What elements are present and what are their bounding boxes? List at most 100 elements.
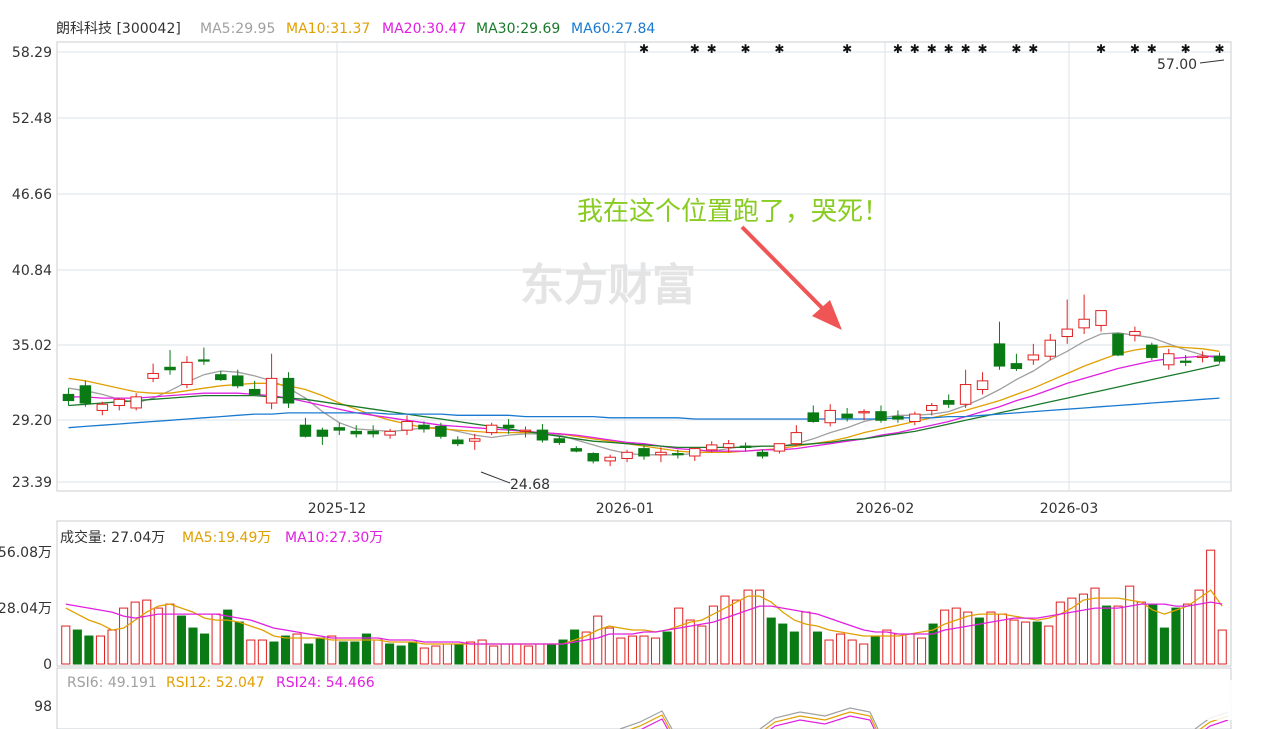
volume-bar xyxy=(223,609,233,665)
volume-bar xyxy=(257,639,267,665)
volume-bar xyxy=(211,613,221,665)
volume-bar xyxy=(304,643,314,665)
volume-bar xyxy=(905,633,915,665)
candle xyxy=(858,409,870,421)
volume-bar xyxy=(1125,585,1135,665)
volume-bar xyxy=(431,645,441,665)
volume-y-tick: 28.04万 xyxy=(0,601,52,617)
volume-bar xyxy=(361,633,372,665)
volume-bar xyxy=(974,617,984,665)
candle xyxy=(909,411,921,426)
low-price-pointer xyxy=(480,471,511,484)
volume-bar xyxy=(1182,603,1193,665)
ma20-legend: MA20:30.47 xyxy=(382,21,466,37)
candle xyxy=(485,422,498,436)
y-tick-label: 23.39 xyxy=(12,475,52,491)
volume-bar xyxy=(836,633,846,665)
candle xyxy=(790,425,803,447)
volume-bar xyxy=(84,635,94,665)
candle xyxy=(1213,352,1226,364)
volume-bar xyxy=(269,641,279,665)
ma5-legend: MA5:29.95 xyxy=(200,21,275,37)
volume-bar xyxy=(61,625,71,665)
volume-y-tick: 0 xyxy=(43,657,52,673)
volume-bar xyxy=(789,631,799,665)
stock-name-code: 朗科科技 [300042] xyxy=(56,21,181,37)
more-options-icon[interactable] xyxy=(980,680,1270,720)
volume-bar xyxy=(812,631,823,665)
volume-ma10-legend: MA10:27.30万 xyxy=(285,530,383,546)
volume-bar xyxy=(176,615,186,665)
candle xyxy=(1163,348,1175,370)
signal-marker: ✱ xyxy=(842,42,852,56)
volume-bar xyxy=(465,641,476,665)
signal-marker: ✱ xyxy=(1147,42,1157,56)
annotation-text: 我在这个位置跑了，哭死！ xyxy=(577,197,889,227)
ma60-legend: MA60:27.84 xyxy=(571,21,655,37)
candle xyxy=(926,403,938,416)
rsi-line xyxy=(640,718,669,729)
volume-bar xyxy=(963,611,973,665)
volume-bar xyxy=(1078,593,1088,665)
volume-bar xyxy=(107,629,117,665)
candle xyxy=(350,425,362,438)
signal-marker: ✱ xyxy=(961,42,971,56)
volume-bar xyxy=(685,619,695,665)
candle xyxy=(215,370,227,381)
candle xyxy=(79,380,92,407)
volume-bar xyxy=(627,635,637,665)
signal-marker: ✱ xyxy=(639,42,649,56)
volume-bar xyxy=(1113,605,1123,665)
candle xyxy=(739,442,752,452)
volume-bar xyxy=(1148,603,1158,665)
candle xyxy=(299,417,312,438)
volume-bar xyxy=(350,641,360,665)
x-tick-label: 2025-12 xyxy=(308,501,367,517)
volume-bar xyxy=(651,637,661,665)
annotation-arrow xyxy=(740,225,842,330)
rsi-line xyxy=(769,715,875,729)
volume-ma5-legend: MA5:19.49万 xyxy=(182,530,271,546)
volume-bar xyxy=(523,645,533,665)
candle xyxy=(553,436,566,445)
y-tick-label: 58.29 xyxy=(12,45,52,61)
volume-bar xyxy=(1067,597,1077,665)
volume-y-tick: 56.08万 xyxy=(0,545,52,561)
candle xyxy=(502,419,515,434)
candle xyxy=(367,425,379,438)
volume-bar xyxy=(246,639,256,665)
volume-bar xyxy=(940,609,950,665)
ma20-line xyxy=(68,355,1220,452)
volume-bar xyxy=(870,635,880,665)
volume-bar xyxy=(1009,619,1019,665)
x-tick-label: 2026-02 xyxy=(856,501,915,517)
volume-bar xyxy=(1206,549,1216,665)
volume-bar xyxy=(778,623,788,665)
volume-bar xyxy=(338,641,348,665)
rsi-line xyxy=(764,711,877,729)
candle xyxy=(265,353,278,410)
volume-bar xyxy=(153,607,163,665)
volume-bar xyxy=(385,643,395,665)
volume-bar xyxy=(766,617,776,665)
signal-marker: ✱ xyxy=(690,42,700,56)
candle xyxy=(1027,343,1040,365)
volume-bar xyxy=(616,637,626,665)
candle xyxy=(824,404,836,427)
candle xyxy=(587,452,599,464)
ma10-legend: MA10:31.37 xyxy=(286,21,370,37)
volume-bar xyxy=(720,595,730,665)
candle xyxy=(333,422,346,436)
volume-bar xyxy=(165,603,175,665)
signal-marker: ✱ xyxy=(927,42,937,56)
volume-bar xyxy=(188,627,198,665)
candle xyxy=(655,447,667,463)
volume-bar xyxy=(882,629,892,665)
candle xyxy=(807,405,820,423)
rsi-line xyxy=(1204,719,1229,729)
volume-bar xyxy=(986,611,996,665)
volume-bar xyxy=(454,643,464,665)
candle xyxy=(316,427,329,445)
candle xyxy=(705,441,718,453)
candle xyxy=(384,428,396,439)
